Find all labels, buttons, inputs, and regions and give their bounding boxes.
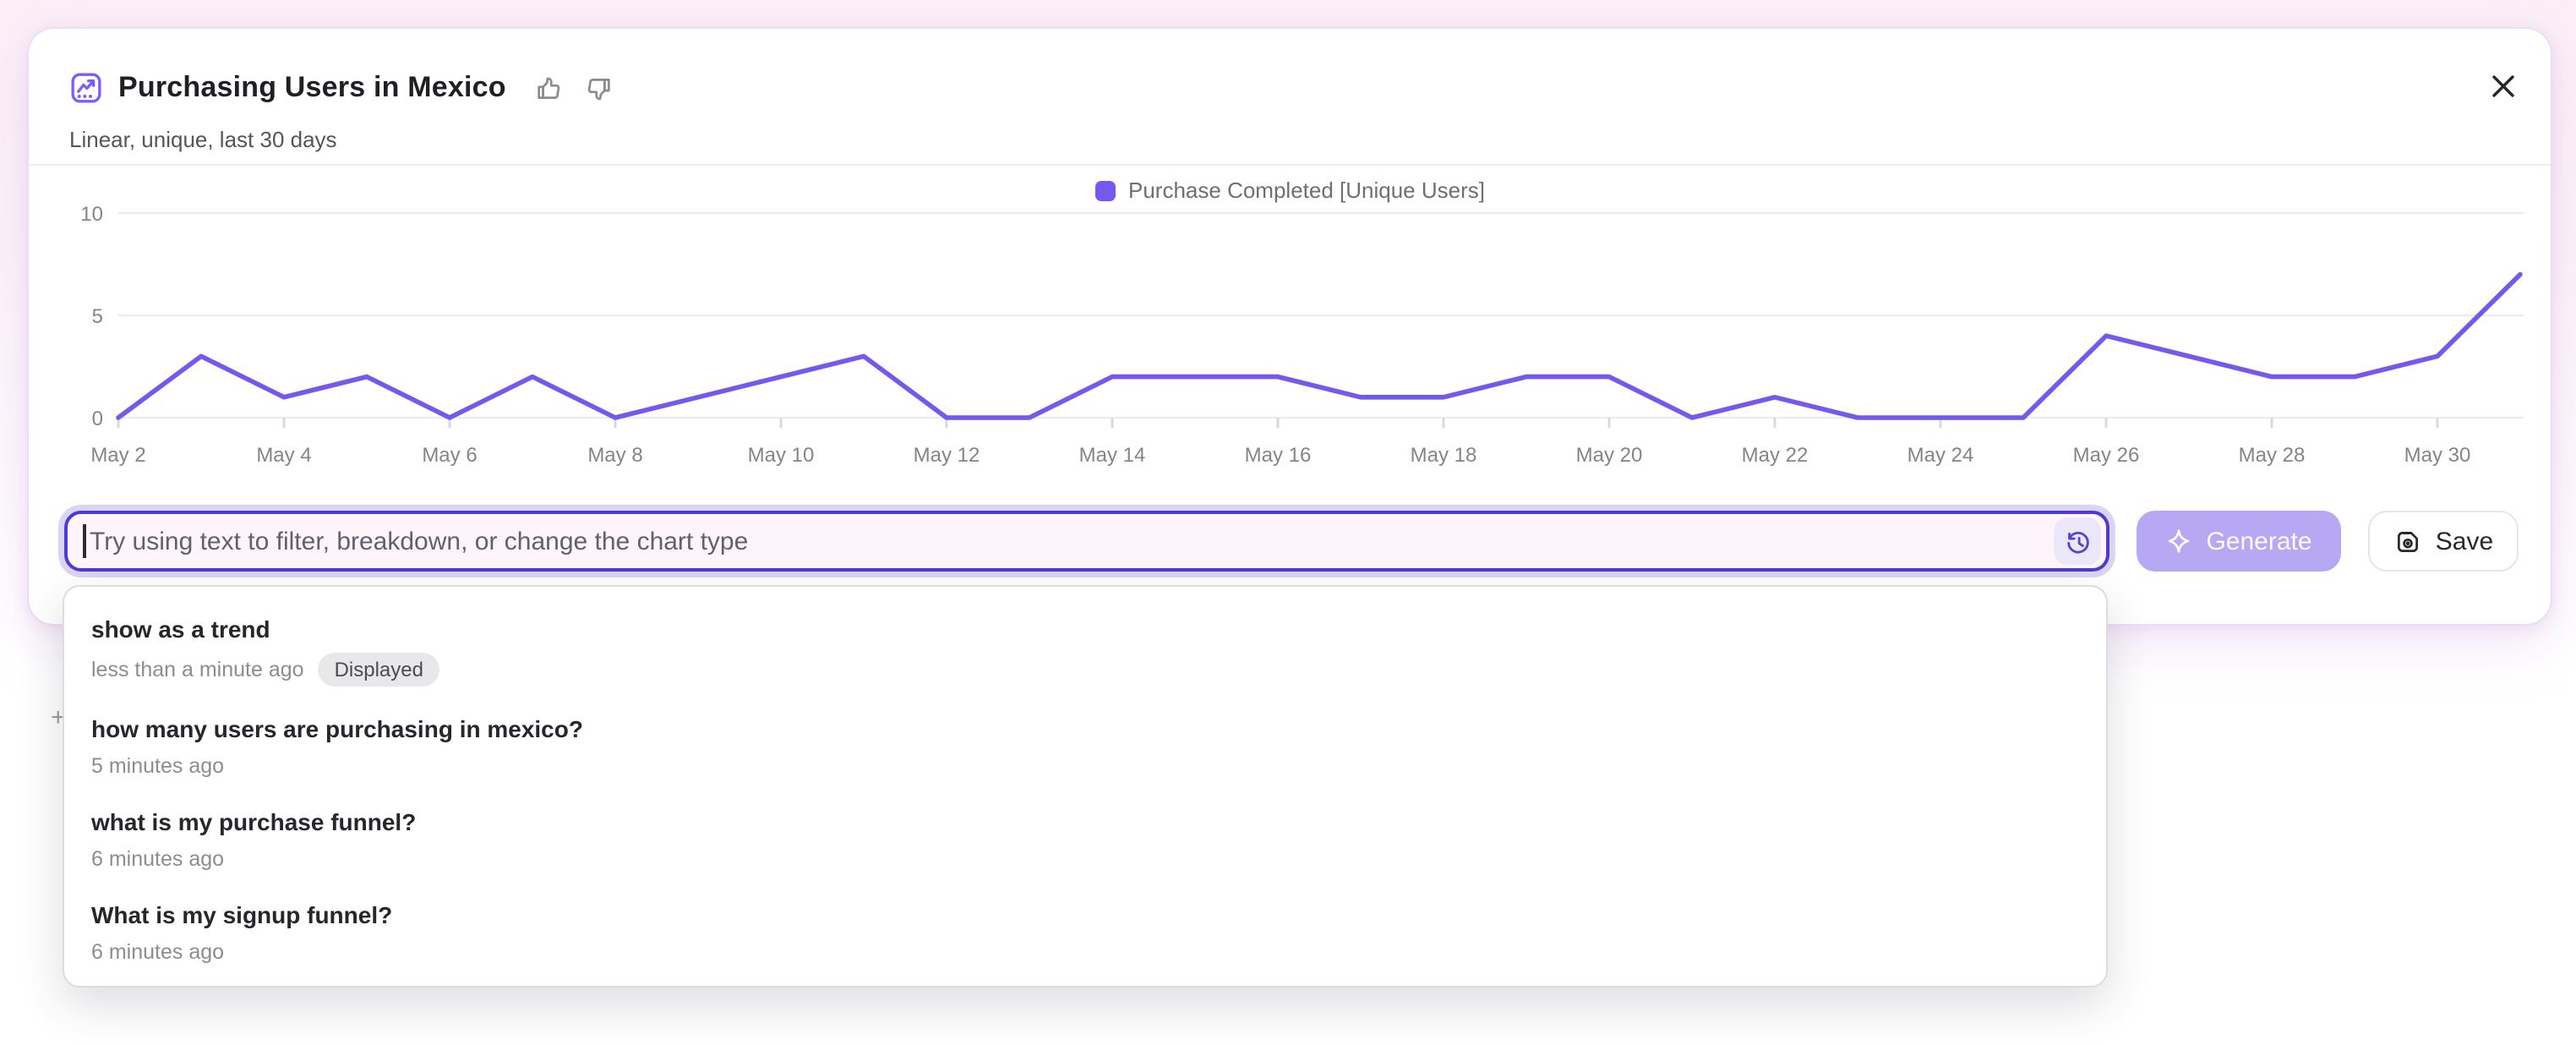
- history-item-query: what is my purchase funnel?: [91, 808, 417, 835]
- history-item-meta: 6 minutes ago: [91, 938, 2079, 966]
- history-item-query: show as a trend: [91, 616, 270, 643]
- save-icon: [2397, 531, 2418, 551]
- history-item[interactable]: how many users are purchasing in mexico?…: [64, 700, 2106, 793]
- svg-text:May 4: May 4: [256, 444, 311, 467]
- svg-text:May 8: May 8: [587, 444, 642, 467]
- history-button[interactable]: [2054, 517, 2101, 565]
- text-caret: [83, 524, 85, 558]
- ai-query-input[interactable]: [64, 511, 2109, 572]
- history-item-time: 5 minutes ago: [91, 754, 225, 778]
- svg-text:May 20: May 20: [1576, 444, 1643, 467]
- thumbs-up-button[interactable]: [535, 74, 564, 102]
- history-item-query: how many users are purchasing in mexico?: [91, 715, 583, 742]
- save-button[interactable]: Save: [2368, 511, 2519, 572]
- history-item-time: less than a minute ago: [91, 658, 304, 681]
- svg-text:May 10: May 10: [748, 444, 815, 467]
- svg-text:10: 10: [80, 203, 103, 226]
- svg-text:May 6: May 6: [422, 444, 477, 467]
- svg-text:0: 0: [92, 408, 103, 430]
- svg-text:May 2: May 2: [90, 444, 145, 467]
- history-item[interactable]: what is my purchase funnel? 6 minutes ag…: [64, 793, 2106, 886]
- svg-text:May 12: May 12: [914, 444, 980, 467]
- line-chart: 0 5 10 May 2 May 4 May 6 May 8 May 10 May 12 May …: [80, 203, 2524, 467]
- background-plus-glyph: +: [51, 703, 66, 732]
- generate-label: Generate: [2206, 527, 2312, 555]
- legend[interactable]: Purchase Completed [Unique Users]: [29, 178, 2551, 203]
- svg-text:May 16: May 16: [1245, 444, 1312, 467]
- chart-subtitle: Linear, unique, last 30 days: [69, 127, 337, 152]
- history-item[interactable]: What is my signup funnel? 6 minutes ago: [64, 886, 2106, 979]
- legend-swatch: [1094, 180, 1115, 200]
- legend-label: Purchase Completed [Unique Users]: [1128, 178, 1485, 203]
- line-chart-icon: [69, 71, 103, 105]
- close-button[interactable]: [2490, 73, 2517, 100]
- chart-card: Purchasing Users in Mexico Linear, uniqu…: [27, 27, 2552, 626]
- history-item-time: 6 minutes ago: [91, 940, 225, 964]
- svg-text:May 30: May 30: [2404, 444, 2471, 467]
- sparkle-icon: [2169, 529, 2190, 553]
- svg-text:May 18: May 18: [1411, 444, 1477, 467]
- history-item-query: What is my signup funnel?: [91, 901, 393, 928]
- history-dropdown: show as a trend less than a minute ago D…: [63, 585, 2108, 988]
- history-item-meta: 5 minutes ago: [91, 752, 2079, 780]
- history-item-meta: 6 minutes ago: [91, 845, 2079, 873]
- displayed-badge: Displayed: [317, 653, 440, 687]
- svg-text:May 22: May 22: [1742, 444, 1809, 467]
- card-header: Purchasing Users in Mexico: [69, 69, 618, 107]
- svg-text:5: 5: [92, 305, 103, 328]
- thumbs-down-button[interactable]: [586, 74, 614, 102]
- header-divider: [29, 164, 2551, 166]
- save-label: Save: [2435, 527, 2494, 555]
- svg-text:May 24: May 24: [1907, 444, 1974, 467]
- generate-button[interactable]: Generate: [2137, 511, 2341, 572]
- svg-text:May 26: May 26: [2073, 444, 2140, 467]
- history-item[interactable]: show as a trend less than a minute ago D…: [64, 600, 2106, 700]
- svg-text:May 14: May 14: [1079, 444, 1146, 467]
- svg-text:May 28: May 28: [2239, 444, 2306, 467]
- history-item-time: 6 minutes ago: [91, 847, 225, 871]
- ai-query-input-wrap: [64, 511, 2109, 572]
- history-item-meta: less than a minute ago Displayed: [91, 653, 2079, 687]
- chart-title: Purchasing Users in Mexico: [118, 71, 506, 103]
